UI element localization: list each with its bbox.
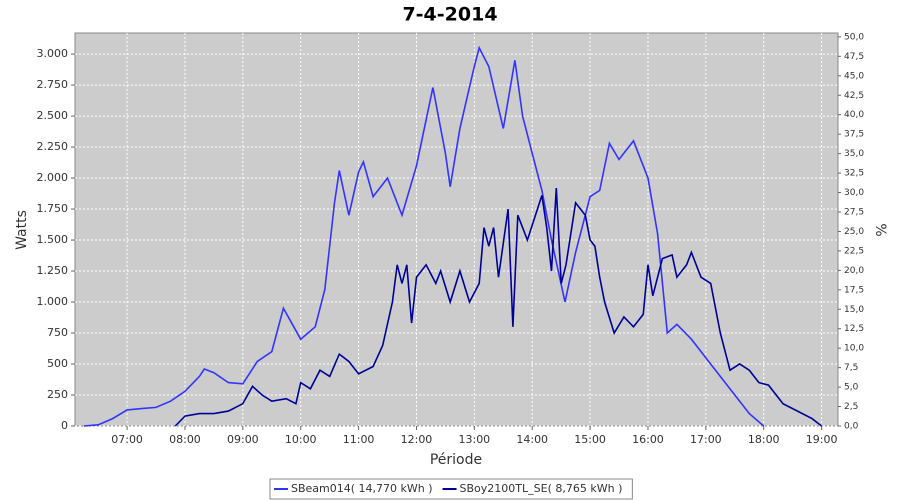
x-tick-label: 13:00 [458,433,490,446]
y-tick-label: 3.000 [37,47,69,60]
y2-tick-label: 17,5 [844,285,864,295]
y2-tick-label: 5,0 [844,383,859,393]
y2-tick-label: 0,0 [844,422,859,432]
x-tick-label: 07:00 [111,433,143,446]
y2-tick-label: 37,5 [844,130,864,140]
x-tick-label: 17:00 [690,433,722,446]
chart-title: 7-4-2014 [402,4,497,26]
y-tick-label: 1.250 [37,264,69,277]
x-tick-label: 16:00 [632,433,664,446]
x-tick-label: 15:00 [574,433,606,446]
x-tick-label: 11:00 [343,433,375,446]
x-tick-label: 19:00 [806,433,838,446]
y2-tick-label: 35,0 [844,149,864,159]
y-tick-label: 1.750 [37,202,69,215]
y2-tick-label: 22,5 [844,246,864,256]
y2-tick-label: 15,0 [844,305,864,315]
y2-tick-label: 27,5 [844,207,864,217]
y-axis-label: Watts [14,210,30,250]
x-tick-label: 08:00 [169,433,201,446]
y-tick-label: 2.000 [37,171,69,184]
y2-tick-label: 10,0 [844,344,864,354]
y-tick-label: 2.750 [37,78,69,91]
y2-tick-label: 32,5 [844,169,864,179]
y-tick-label: 500 [47,357,68,370]
y2-tick-label: 30,0 [844,188,864,198]
y-tick-label: 250 [47,388,68,401]
x-tick-label: 18:00 [748,433,780,446]
y2-tick-label: 47,5 [844,52,864,62]
x-tick-label: 10:00 [285,433,317,446]
y-tick-label: 0 [61,419,68,432]
series-line [83,45,765,427]
y-tick-label: 2.500 [37,109,69,122]
x-tick-label: 09:00 [227,433,259,446]
y2-tick-label: 42,5 [844,91,864,101]
y2-tick-label: 7,5 [844,363,858,373]
legend-label: SBeam014( 14,770 kWh ) [291,482,433,495]
y-tick-label: 1.000 [37,295,69,308]
y2-tick-label: 2,5 [844,402,858,412]
y2-axis-label: % [872,223,888,236]
y-tick-label: 750 [47,326,68,339]
y-tick-label: 2.250 [37,140,69,153]
plot-area [74,32,839,427]
legend-label: SBoy2100TL_SE( 8,765 kWh ) [460,482,623,495]
x-tick-label: 12:00 [401,433,433,446]
y2-tick-label: 50,0 [844,32,864,42]
series-line [174,187,823,427]
x-tick-label: 14:00 [516,433,548,446]
y2-tick-label: 12,5 [844,324,864,334]
y2-tick-label: 20,0 [844,266,864,276]
y2-tick-label: 25,0 [844,227,864,237]
y2-tick-label: 40,0 [844,110,864,120]
y2-tick-label: 45,0 [844,71,864,81]
x-axis-label: Période [430,452,482,468]
y-tick-label: 1.500 [37,233,69,246]
